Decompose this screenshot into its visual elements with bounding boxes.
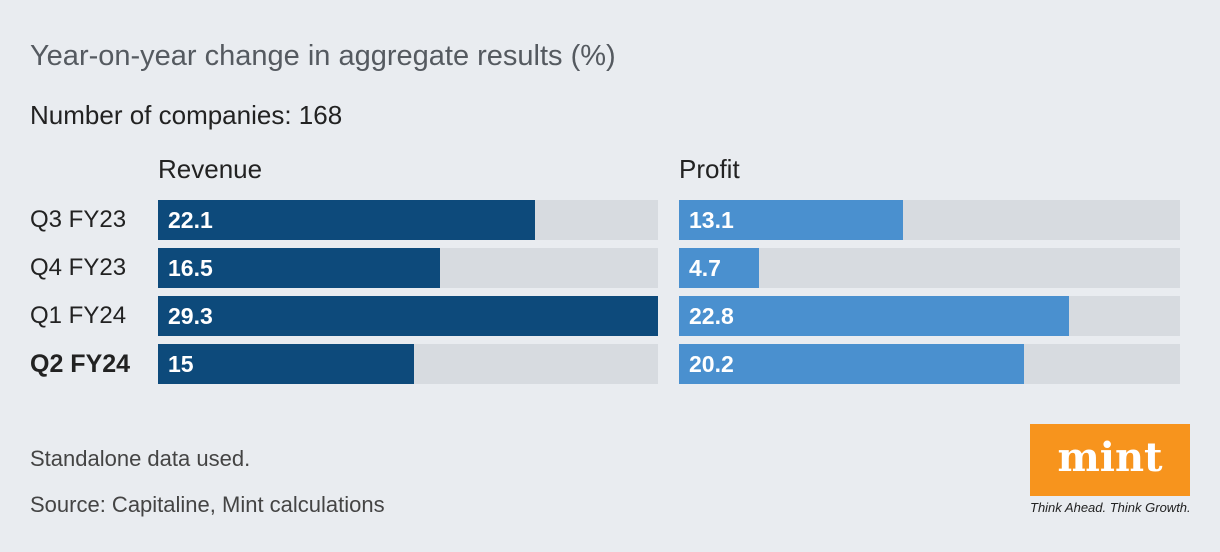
revenue-value-label: 22.1 — [168, 207, 213, 233]
revenue-panel-title: Revenue — [158, 154, 263, 184]
profit-panel-title: Profit — [679, 154, 740, 184]
revenue-track: 15 — [158, 344, 658, 384]
revenue-track: 22.1 — [158, 200, 658, 240]
revenue-value-label: 16.5 — [168, 255, 213, 281]
revenue-track: 29.3 — [158, 296, 658, 336]
row-label-q1-fy24: Q1 FY24 — [30, 302, 127, 329]
row-label-q2-fy24: Q2 FY24 — [30, 350, 131, 378]
revenue-track: 16.5 — [158, 248, 658, 288]
revenue-bar — [158, 344, 414, 384]
profit-track: 20.2 — [679, 344, 1180, 384]
footnote: Standalone data used. — [30, 446, 251, 471]
mint-logo: mint — [1030, 424, 1190, 496]
revenue-bar — [158, 296, 658, 336]
profit-bar — [679, 248, 760, 288]
profit-value-label: 22.8 — [689, 303, 734, 329]
profit-value-label: 4.7 — [689, 255, 721, 281]
source-note: Source: Capitaline, Mint calculations — [30, 492, 385, 517]
chart-subtitle: Number of companies: 168 — [30, 100, 343, 130]
revenue-value-label: 29.3 — [168, 303, 213, 329]
profit-bar — [679, 344, 1025, 384]
chart-title: Year-on-year change in aggregate results… — [30, 40, 616, 72]
row-label-q4-fy23: Q4 FY23 — [30, 254, 127, 281]
mint-tagline: Think Ahead. Think Growth. — [1030, 500, 1191, 515]
revenue-bar — [158, 248, 440, 288]
profit-value-label: 20.2 — [689, 351, 734, 377]
profit-track: 13.1 — [679, 200, 1180, 240]
row-label-q3-fy23: Q3 FY23 — [30, 206, 127, 233]
mint-logo-wordmark: mint — [1057, 434, 1163, 481]
profit-bar — [679, 200, 903, 240]
profit-value-label: 13.1 — [689, 207, 734, 233]
profit-track: 22.8 — [679, 296, 1180, 336]
revenue-value-label: 15 — [168, 351, 194, 377]
profit-track: 4.7 — [679, 248, 1180, 288]
revenue-bar — [158, 200, 536, 240]
profit-bar — [679, 296, 1069, 336]
